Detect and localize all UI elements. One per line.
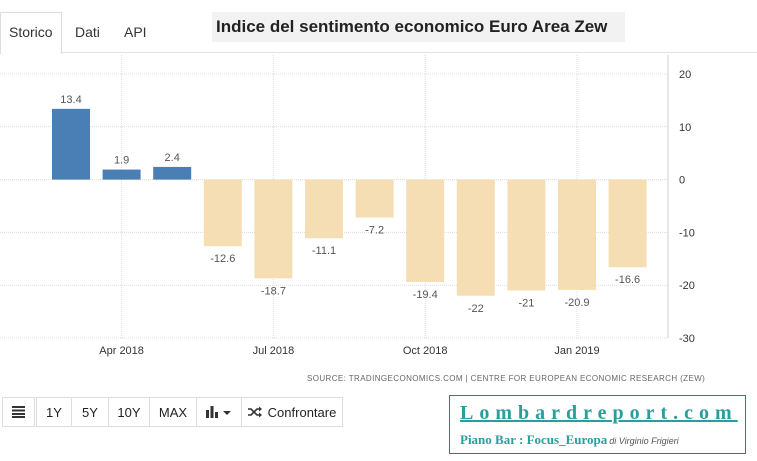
table-view-button[interactable] — [2, 397, 35, 427]
bar-value-label: 13.4 — [60, 94, 81, 106]
bar[interactable] — [52, 108, 90, 180]
label-layer: 13.4 1.9 2.4 -12.6 -18.7 -11.1 -7.2 -19.4 -22 -21… — [60, 94, 640, 315]
x-tick-label: Oct 2018 — [403, 345, 448, 357]
compare-button[interactable]: Confrontare — [241, 397, 343, 427]
range-max-button[interactable]: MAX — [149, 397, 197, 427]
bar-value-label: 2.4 — [165, 152, 180, 164]
title-background — [212, 12, 625, 42]
range-5y-button[interactable]: 5Y — [71, 397, 109, 427]
bar[interactable] — [254, 179, 293, 279]
y-tick-label: 20 — [679, 69, 691, 81]
axis-layer: 20 10 0 -10 -20 -30 Apr 2018 Jul 2018 Oct 2018 Ja… — [99, 55, 695, 357]
tab-bar: Storico Dati API — [0, 0, 757, 54]
bar[interactable] — [305, 179, 343, 239]
range-10y-button[interactable]: 10Y — [108, 397, 150, 427]
compare-label: Confrontare — [267, 404, 337, 420]
bar-value-label: -16.6 — [615, 274, 640, 286]
chart-type-button[interactable] — [196, 397, 242, 427]
table-icon — [12, 406, 25, 418]
y-tick-label: 10 — [679, 122, 691, 134]
source-note: SOURCE: TRADINGECONOMICS.COM | CENTRE FO… — [307, 374, 706, 383]
logo-main-text: Lombardreport.com — [460, 402, 738, 424]
bar[interactable] — [153, 166, 192, 180]
logo-author: di Virginio Frigieri — [609, 436, 679, 446]
shuffle-icon — [247, 406, 262, 418]
bar-layer — [52, 108, 647, 296]
bar[interactable] — [608, 179, 647, 268]
watermark-logo: Lombardreport.com Piano Bar : Focus_Euro… — [449, 395, 746, 454]
bar-value-label: -7.2 — [365, 225, 384, 237]
bar[interactable] — [406, 179, 445, 283]
bar-chart: 13.4 1.9 2.4 -12.6 -18.7 -11.1 -7.2 -19.4 -22 -21… — [0, 55, 695, 357]
x-tick-label: Jan 2019 — [554, 345, 599, 357]
range-1y-button[interactable]: 1Y — [36, 397, 72, 427]
bar-value-label: -22 — [468, 303, 484, 315]
bar-chart-icon — [206, 406, 231, 418]
logo-sub-text: Piano Bar : Focus_Europa di Virginio Frig… — [460, 432, 679, 448]
chart-title: Indice del sentimento economico Euro Are… — [216, 17, 608, 36]
tab-api[interactable]: API — [124, 24, 147, 40]
bar[interactable] — [102, 169, 141, 180]
bar[interactable] — [203, 179, 242, 247]
bar-value-label: -12.6 — [210, 253, 235, 265]
y-tick-label: -10 — [679, 227, 695, 239]
bar-value-label: -20.9 — [564, 297, 589, 309]
bar[interactable] — [355, 179, 394, 218]
active-tab-frame — [0, 12, 62, 54]
x-tick-label: Apr 2018 — [99, 345, 144, 357]
bar-value-label: -21 — [518, 297, 534, 309]
bar-value-label: -18.7 — [261, 285, 286, 297]
tab-storico[interactable]: Storico — [9, 24, 53, 40]
bar[interactable] — [507, 179, 546, 291]
tab-dati[interactable]: Dati — [75, 24, 100, 40]
bar-value-label: 1.9 — [114, 155, 129, 167]
bar[interactable] — [558, 179, 596, 290]
x-tick-label: Jul 2018 — [253, 345, 295, 357]
bar-value-label: -11.1 — [312, 245, 336, 257]
logo-sub-title: Piano Bar : Focus_Europa — [460, 432, 608, 447]
bar-value-label: -19.4 — [413, 289, 438, 301]
y-tick-label: -30 — [679, 333, 695, 345]
y-tick-label: 0 — [679, 175, 685, 187]
chevron-down-icon — [223, 411, 231, 415]
bar[interactable] — [456, 179, 495, 296]
y-tick-label: -20 — [679, 280, 695, 292]
